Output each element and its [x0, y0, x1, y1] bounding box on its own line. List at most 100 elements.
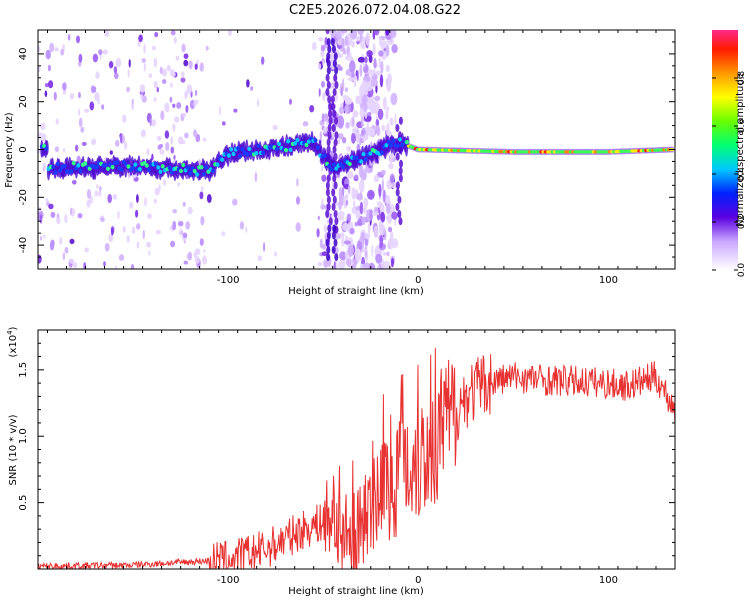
spectrogram-noise-cell [354, 248, 362, 262]
spectrogram-noise-cell [118, 254, 125, 261]
spectrogram-noise-cell [361, 116, 364, 128]
spectrogram-noise-cell [130, 264, 135, 269]
spectrogram-noise-cell [154, 31, 159, 38]
spectrogram-noise-cell [221, 231, 226, 236]
spectrogram-noise-cell [389, 173, 395, 184]
spectrogram-noise-cell [345, 97, 353, 105]
spectrogram-burst-cell [327, 45, 332, 54]
spectrogram-noise-cell [94, 190, 98, 197]
spectrogram-noise-cell [156, 135, 162, 141]
spectrogram-noise-cell [40, 122, 46, 131]
spectrogram-noise-cell [375, 70, 382, 76]
spectrogram-noise-cell [350, 30, 358, 40]
spectrogram-noise-cell [194, 63, 198, 70]
spectrogram-noise-cell [363, 168, 367, 181]
spectrogram-noise-cell [72, 262, 78, 269]
colorbar-ticks: 0.0 0.2 0.4 0.6 0.8 [712, 71, 747, 277]
spectrogram-noise-cell [355, 131, 360, 144]
spectrogram-noise-cell [321, 174, 327, 182]
spectrogram-noise-cell [370, 77, 378, 88]
spectrogram-noise-cell [153, 57, 157, 68]
spectrogram-noise-cell [135, 209, 139, 218]
spectrogram-burst-cell [334, 253, 339, 262]
spectrogram-noise-cell [375, 119, 380, 127]
spectrogram-signal-cell [119, 167, 124, 172]
spectrogram-burst-cell [332, 88, 337, 97]
spectrogram-burst-cell [331, 245, 336, 254]
spectrogram-burst-cell [333, 238, 338, 247]
spectrogram-noise-cell [365, 32, 370, 46]
spectrogram-noise-cell [352, 110, 359, 118]
spectrogram-noise-cell [321, 251, 328, 256]
spectrogram-noise-cell [49, 42, 55, 53]
spectrogram-noise-cell [376, 201, 383, 207]
spectrogram-noise-cell [345, 121, 350, 129]
spectrogram-signal-cell [199, 165, 204, 170]
spectrogram-noise-cell [385, 109, 389, 120]
spectrogram-signal-cell [347, 161, 352, 167]
spectrogram-noise-cell [136, 194, 139, 203]
spectrogram-signal-cell [71, 161, 76, 166]
spectrogram-noise-cell [70, 207, 73, 215]
spectrogram-noise-cell [378, 57, 381, 69]
spectrogram-noise-cell [188, 60, 193, 69]
spectrogram-noise-cell [69, 92, 75, 100]
spectrogram-y-tick-label: 40 [18, 48, 29, 61]
spectrogram-signal-cell [334, 166, 339, 171]
spectrogram-noise-cell [163, 178, 167, 186]
spectrogram-noise-cell [323, 224, 327, 233]
spectrogram-noise-cell [42, 162, 47, 170]
spectrogram-noise-cell [245, 226, 248, 233]
spectrogram-noise-cell [96, 184, 99, 189]
spectrogram-noise-cell [353, 80, 357, 88]
spectrogram-noise-cell [257, 255, 262, 262]
spectrogram-signal-cell [398, 137, 402, 142]
spectrogram-signal-cell [304, 142, 309, 148]
spectrogram-noise-cell [377, 108, 384, 120]
spectrogram-signal-cell [78, 168, 83, 174]
spectrogram-noise-cell [383, 260, 391, 269]
spectrogram-noise-cell [56, 213, 60, 219]
spectrogram-signal-cell [379, 150, 384, 155]
snr-y-tick-label: 1.0 [18, 428, 29, 444]
spectrogram-noise-cell [346, 145, 352, 152]
spectrogram-noise-cell [362, 216, 366, 226]
spectrogram-noise-cell [92, 53, 99, 63]
spectrogram-burst-cell [326, 59, 331, 68]
spectrogram-noise-cell [115, 139, 120, 147]
spectrogram-noise-cell [347, 244, 354, 257]
spectrogram-noise-cell [179, 228, 183, 236]
snr-y-multiplier: (x104) [6, 326, 19, 357]
spectrogram-signal-cell [295, 138, 300, 143]
spectrogram-noise-cell [77, 213, 83, 219]
spectrogram-noise-cell [320, 50, 325, 58]
spectrogram-noise-cell [136, 241, 140, 249]
spectrogram-noise-cell [140, 93, 143, 100]
spectrogram-noise-cell [334, 233, 342, 240]
spectrogram-noise-cell [357, 56, 365, 63]
colorbar-gradient [712, 30, 738, 270]
spectrogram-noise-cell [323, 113, 329, 122]
spectrogram-noise-cell [62, 148, 66, 153]
spectrogram-noise-cell [379, 74, 384, 88]
spectrogram-y-tick-label: -40 [18, 237, 29, 253]
spectrogram-signal-cell [354, 155, 359, 160]
spectrogram-noise-cell [257, 98, 260, 108]
spectrogram-noise-cell [141, 95, 147, 103]
spectrogram-x-label: Height of straight line (km) [288, 286, 424, 297]
snr-x-tick-label: 100 [599, 575, 618, 586]
spectrogram-signal-cell [363, 157, 368, 162]
spectrogram-noise-cell [45, 197, 48, 204]
spectrogram-noise-cell [263, 242, 266, 252]
snr-x-label: Height of straight line (km) [288, 586, 424, 597]
spectrogram-signal-cell [361, 152, 366, 157]
spectrogram-noise-cell [341, 137, 347, 144]
spectrogram-burst-cell [334, 81, 339, 89]
spectrogram-burst-cell [333, 181, 338, 190]
spectrogram-signal-cell [110, 165, 115, 170]
spectrogram-noise-cell [345, 193, 349, 199]
spectrogram-noise-cell [38, 45, 41, 53]
spectrogram-noise-cell [349, 60, 356, 73]
spectrogram-noise-cell [129, 201, 134, 209]
